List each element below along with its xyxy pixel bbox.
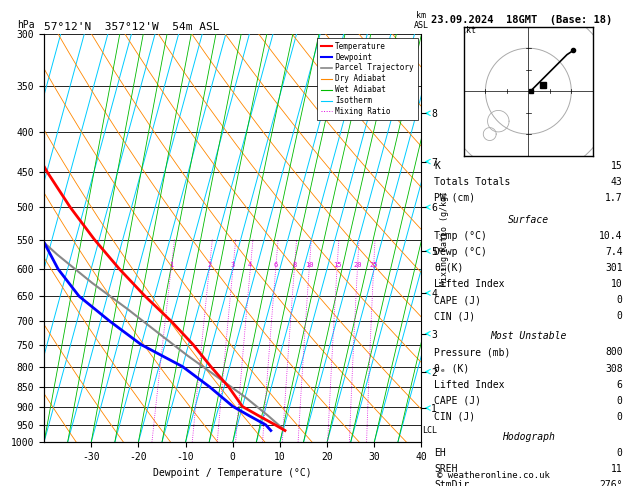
Text: SREH: SREH — [434, 464, 457, 474]
Text: 15: 15 — [611, 161, 623, 171]
Text: 20: 20 — [353, 262, 362, 268]
Text: 2: 2 — [207, 262, 211, 268]
Text: StmDir: StmDir — [434, 480, 469, 486]
Text: Hodograph: Hodograph — [502, 432, 555, 442]
Text: 10: 10 — [305, 262, 313, 268]
Text: 0: 0 — [617, 412, 623, 422]
Text: Lifted Index: Lifted Index — [434, 279, 504, 289]
Legend: Temperature, Dewpoint, Parcel Trajectory, Dry Adiabat, Wet Adiabat, Isotherm, Mi: Temperature, Dewpoint, Parcel Trajectory… — [317, 38, 418, 120]
Text: Surface: Surface — [508, 215, 549, 225]
Text: CAPE (J): CAPE (J) — [434, 396, 481, 406]
Text: CIN (J): CIN (J) — [434, 412, 475, 422]
Text: kt: kt — [466, 26, 476, 35]
Text: 11: 11 — [611, 464, 623, 474]
Text: Totals Totals: Totals Totals — [434, 177, 510, 187]
Text: 25: 25 — [369, 262, 378, 268]
Text: 0: 0 — [617, 311, 623, 321]
Text: 308: 308 — [605, 364, 623, 374]
Text: θₑ(K): θₑ(K) — [434, 263, 464, 273]
Text: Pressure (mb): Pressure (mb) — [434, 347, 510, 358]
Text: Lifted Index: Lifted Index — [434, 380, 504, 390]
Text: 10.4: 10.4 — [599, 231, 623, 241]
Text: K: K — [434, 161, 440, 171]
Text: 1.7: 1.7 — [605, 193, 623, 203]
Text: Dewp (°C): Dewp (°C) — [434, 247, 487, 257]
Y-axis label: Mixing Ratio (g/kg): Mixing Ratio (g/kg) — [440, 191, 449, 286]
Text: 301: 301 — [605, 263, 623, 273]
Text: 276°: 276° — [599, 480, 623, 486]
Text: 23.09.2024  18GMT  (Base: 18): 23.09.2024 18GMT (Base: 18) — [431, 15, 612, 25]
Text: EH: EH — [434, 448, 446, 458]
Text: 8: 8 — [292, 262, 296, 268]
Text: 6: 6 — [617, 380, 623, 390]
Text: Temp (°C): Temp (°C) — [434, 231, 487, 241]
Text: 0: 0 — [617, 448, 623, 458]
Text: 7.4: 7.4 — [605, 247, 623, 257]
Text: © weatheronline.co.uk: © weatheronline.co.uk — [437, 471, 550, 480]
Text: 15: 15 — [333, 262, 342, 268]
Text: θₑ (K): θₑ (K) — [434, 364, 469, 374]
Text: 1: 1 — [169, 262, 173, 268]
X-axis label: Dewpoint / Temperature (°C): Dewpoint / Temperature (°C) — [153, 468, 312, 478]
Text: 4: 4 — [248, 262, 252, 268]
Text: km
ASL: km ASL — [414, 11, 429, 30]
Text: 10: 10 — [611, 279, 623, 289]
Text: 6: 6 — [274, 262, 278, 268]
Text: 57°12'N  357°12'W  54m ASL: 57°12'N 357°12'W 54m ASL — [44, 22, 220, 32]
Text: hPa: hPa — [18, 20, 35, 30]
Text: CAPE (J): CAPE (J) — [434, 295, 481, 305]
Text: CIN (J): CIN (J) — [434, 311, 475, 321]
Text: Most Unstable: Most Unstable — [490, 331, 567, 342]
Text: 800: 800 — [605, 347, 623, 358]
Text: 3: 3 — [231, 262, 235, 268]
Text: 0: 0 — [617, 295, 623, 305]
Text: PW (cm): PW (cm) — [434, 193, 475, 203]
Text: 0: 0 — [617, 396, 623, 406]
Text: 43: 43 — [611, 177, 623, 187]
Text: LCL: LCL — [422, 426, 437, 435]
